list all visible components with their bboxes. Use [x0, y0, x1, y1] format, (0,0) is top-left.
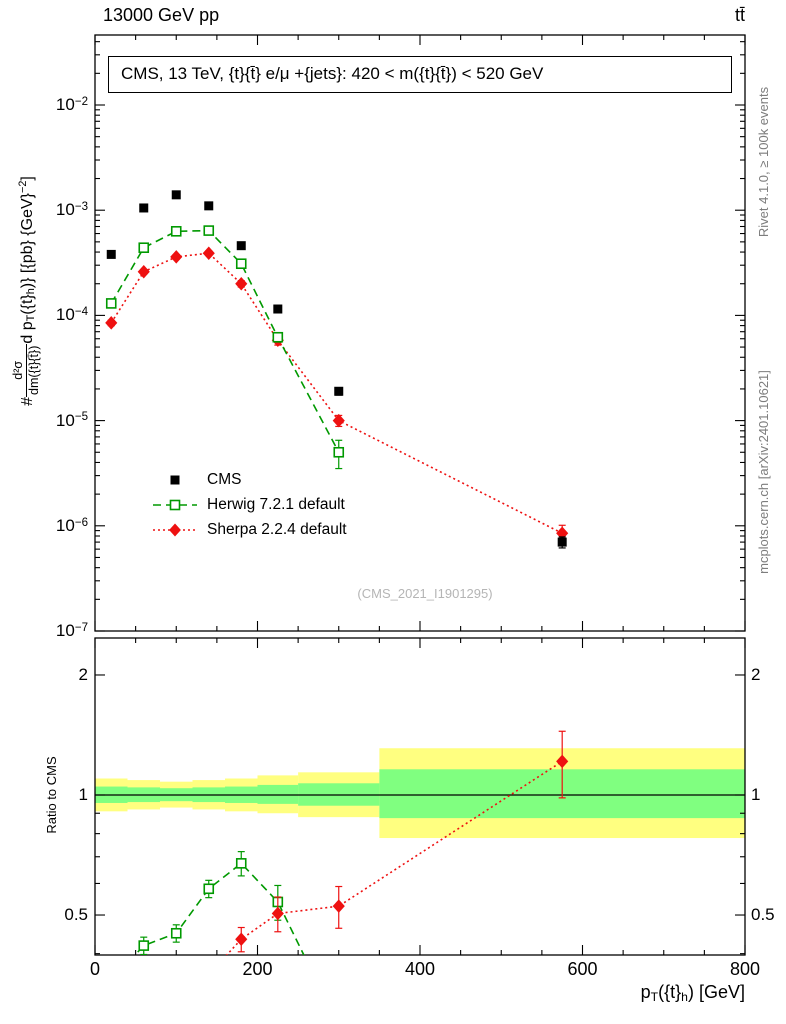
x-axis-label: pT({t}h) [GeV]	[445, 982, 745, 1005]
x-axis-tick-label: 0	[89, 959, 100, 979]
legend-item: Herwig 7.2.1 default	[152, 492, 347, 517]
axis-label-part: )} [{pb} {GeV}	[19, 192, 36, 289]
ratio-Sherpa 2.2.4 default	[225, 730, 569, 955]
legend-marker-diamond	[153, 522, 197, 537]
legend-label: CMS	[207, 470, 242, 488]
legend-marker-square	[153, 499, 197, 510]
x-axis-tick-label: 600	[567, 959, 598, 979]
mcplots-arxiv-note: mcplots.cern.ch [arXiv:2401.10621]	[756, 370, 771, 574]
x-axis-tick-label: 800	[729, 959, 761, 979]
selection-annotation-box: CMS, 13 TeV, {t}{t̄} e/μ +{jets}: 420 < …	[108, 56, 732, 93]
x-axis-tick-label: 400	[404, 959, 436, 979]
axis-label-part: d²σ dm({t}{t̄})	[11, 343, 41, 397]
ratio-series	[133, 730, 569, 955]
ratio-tick-label-right: 1	[751, 785, 761, 804]
y-axis-tick-label: 10−7	[55, 621, 88, 640]
axis-label-part: h	[25, 288, 38, 295]
legend-marker-square	[170, 475, 180, 484]
axis-label-part: d p	[19, 321, 36, 344]
axis-label-part: ) [GeV]	[687, 982, 745, 1002]
beam-energy-label: 13000 GeV pp	[103, 5, 220, 25]
axis-ticks	[94, 35, 746, 955]
y-axis-tick-label: 10−3	[55, 200, 88, 220]
legend: CMS Herwig 7.2.1 default Sherpa 2.2.4 defa…	[152, 467, 347, 542]
process-label: tt̄	[734, 5, 745, 25]
ratio-tick-label-left: 2	[78, 664, 88, 684]
legend-label: Sherpa 2.2.4 default	[207, 520, 347, 538]
ratio-Herwig 7.2.1 default	[133, 851, 305, 955]
axis-label-part: −2	[17, 180, 30, 193]
axis-label-part: p	[640, 982, 651, 1002]
legend-item: Sherpa 2.2.4 default	[152, 517, 347, 542]
series-Herwig 7.2.1 default	[105, 225, 345, 470]
ratio-tick-label-right: 0.5	[751, 905, 775, 925]
legend-label: Herwig 7.2.1 default	[207, 495, 345, 513]
main-series	[105, 190, 569, 549]
axis-label-part: ({t}	[19, 294, 36, 315]
ratio-tick-label-left: 1	[78, 785, 88, 804]
y-axis-tick-label: 10−5	[55, 410, 88, 430]
x-axis-tick-label: 200	[242, 959, 273, 979]
analysis-id-watermark: (CMS_2021_I1901295)	[357, 586, 493, 601]
axis-label-part: h	[681, 990, 688, 1005]
ratio-tick-label-right: 2	[751, 664, 761, 684]
y-axis-tick-label: 10−6	[55, 515, 88, 535]
ratio-tick-label-left: 0.5	[64, 905, 88, 925]
rivet-version-note: Rivet 4.1.0, ≥ 100k events	[756, 86, 771, 238]
y-axis-tick-label: 10−4	[55, 305, 88, 325]
axis-label-part: T	[650, 990, 659, 1005]
y-axis-tick-label: 10−2	[55, 95, 88, 114]
axis-label-part: ({t}	[658, 982, 682, 1002]
legend-item: CMS	[152, 467, 347, 492]
main-y-axis-label: # d²σ dm({t}{t̄}) d p T ({t} h)} [{pb} {GeV}…	[9, 51, 47, 531]
uncertainty-bands	[95, 748, 745, 839]
axis-label-part: #	[19, 396, 36, 406]
series-CMS	[106, 190, 567, 549]
